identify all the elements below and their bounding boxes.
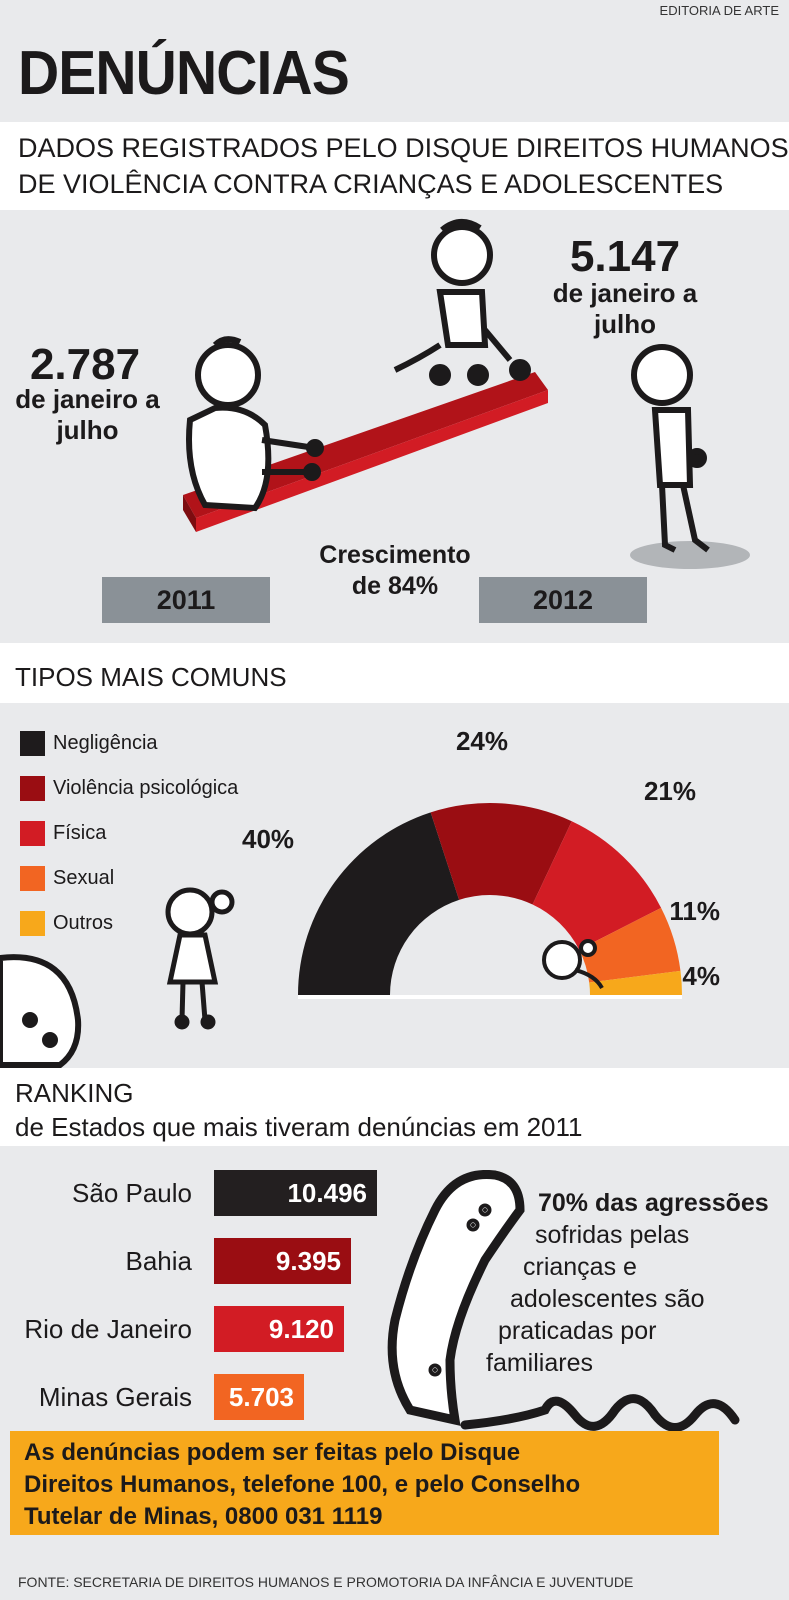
donut-slice-outros	[589, 970, 682, 995]
baby-drawing	[542, 939, 604, 990]
legend-item: Física	[20, 820, 106, 846]
legend-label: Sexual	[53, 866, 115, 889]
legend-item: Sexual	[20, 865, 114, 891]
percent-label: 11%	[669, 896, 720, 926]
legend-item: Violência psicológica	[20, 775, 238, 801]
subtitle-band	[0, 122, 789, 210]
source-note: FONTE: SECRETARIA DE DIREITOS HUMANOS E …	[18, 1574, 634, 1590]
types-heading-band	[0, 643, 789, 703]
legend-swatch	[20, 865, 45, 891]
legend-swatch	[20, 775, 45, 801]
ranking-bar: 10.496	[214, 1170, 377, 1216]
seesaw-plank-side	[183, 495, 196, 532]
legend-label: Violência psicológica	[53, 776, 239, 799]
hedgehog-drawing	[0, 954, 82, 1068]
legend-item: Negligência	[20, 730, 158, 756]
legend-label: Outros	[53, 911, 114, 934]
growth-line-2: de 84%	[351, 572, 439, 600]
legend-label: Física	[53, 821, 107, 844]
types-donut-chart: 40% 24% 21% 11% 4%	[242, 726, 720, 999]
year-2012-box: 2012	[479, 577, 647, 623]
ranking-bar: 5.703	[214, 1374, 304, 1420]
quote-line-2: sofridas pelas	[535, 1221, 690, 1249]
year-2011-box: 2011	[102, 577, 270, 623]
child-right-drawing	[393, 219, 531, 386]
legend-swatch	[20, 730, 45, 756]
growth-line-1: Crescimento	[319, 541, 471, 569]
period-2011: de janeiro a julho	[0, 384, 175, 446]
ranking-heading-band	[0, 1068, 789, 1146]
donut-slice-violencia-psicologica	[430, 803, 572, 905]
phone-illustration	[387, 1170, 740, 1432]
legend-swatch	[20, 910, 45, 936]
page-title: DENÚNCIAS	[18, 39, 350, 108]
value-2011: 2.787	[29, 340, 141, 389]
percent-label: 40%	[242, 824, 294, 854]
chart-illustrations	[0, 887, 235, 1068]
ranking-heading-line-1: RANKING	[15, 1078, 134, 1108]
child-left-drawing	[186, 336, 324, 512]
ranking-state-label: Bahia	[125, 1246, 193, 1276]
cta-line-2: Direitos Humanos, telefone 100, e pelo C…	[24, 1471, 581, 1498]
ranking-heading-line-2: de Estados que mais tiveram denúncias em…	[15, 1112, 583, 1142]
subtitle: DADOS REGISTRADOS PELO DISQUE DIREITOS H…	[18, 130, 789, 202]
seesaw-illustration	[183, 219, 750, 569]
subtitle-line-1: DADOS REGISTRADOS PELO DISQUE DIREITOS H…	[18, 133, 789, 163]
seesaw-plank-front	[196, 390, 548, 532]
percent-label: 24%	[456, 726, 508, 756]
quote-line-6: familiares	[486, 1349, 593, 1377]
ranking-state-label: Minas Gerais	[38, 1382, 192, 1412]
standing-child-shadow	[630, 541, 750, 569]
ranking-state-label: São Paulo	[72, 1178, 192, 1208]
ranking-bar: 9.120	[214, 1306, 344, 1352]
quote-line-5: praticadas por	[498, 1317, 657, 1345]
percent-label: 21%	[644, 776, 696, 806]
cta-box: As denúncias podem ser feitas pelo Disqu…	[10, 1431, 719, 1535]
girl-drawing	[165, 887, 235, 1030]
growth-label: Crescimento de 84%	[300, 540, 490, 602]
cta-line-1: As denúncias podem ser feitas pelo Disqu…	[24, 1439, 521, 1466]
legend-item: Outros	[20, 910, 113, 936]
legend-swatch	[20, 820, 45, 846]
donut-baseline	[298, 995, 682, 999]
child-standing-drawing	[631, 344, 710, 553]
period-2012-line-1: de janeiro a	[552, 278, 698, 308]
percent-label: 4%	[682, 961, 720, 991]
quote-line-4: adolescentes são	[510, 1285, 705, 1313]
period-2011-line-2: julho	[56, 415, 119, 445]
quote-block: 70% das agressões sofridas pelas criança…	[478, 1187, 769, 1379]
quote-line-1: 70% das agressões	[538, 1189, 769, 1217]
donut-slice-sexual	[579, 907, 681, 983]
credit-label: EDITORIA DE ARTE	[659, 3, 779, 18]
cta-line-3: Tutelar de Minas, 0800 031 1119	[24, 1503, 383, 1530]
ranking-bar: 9.395	[214, 1238, 351, 1284]
value-2012: 5.147	[569, 232, 681, 281]
period-2012-line-2: julho	[593, 309, 657, 339]
quote-line-3: crianças e	[523, 1253, 637, 1281]
period-2012: de janeiro a julho	[535, 278, 715, 340]
ranking-state-label: Rio de Janeiro	[24, 1314, 192, 1344]
types-heading: TIPOS MAIS COMUNS	[15, 662, 287, 692]
legend-label: Negligência	[53, 731, 158, 754]
seesaw-plank	[183, 372, 548, 518]
donut-slice-negligencia	[298, 812, 460, 995]
subtitle-line-2: DE VIOLÊNCIA CONTRA CRIANÇAS E ADOLESCEN…	[18, 169, 724, 199]
period-2011-line-1: de janeiro a	[15, 384, 160, 414]
donut-slice-fisica	[532, 821, 662, 950]
ranking-heading: RANKING de Estados que mais tiveram denú…	[15, 1076, 583, 1144]
